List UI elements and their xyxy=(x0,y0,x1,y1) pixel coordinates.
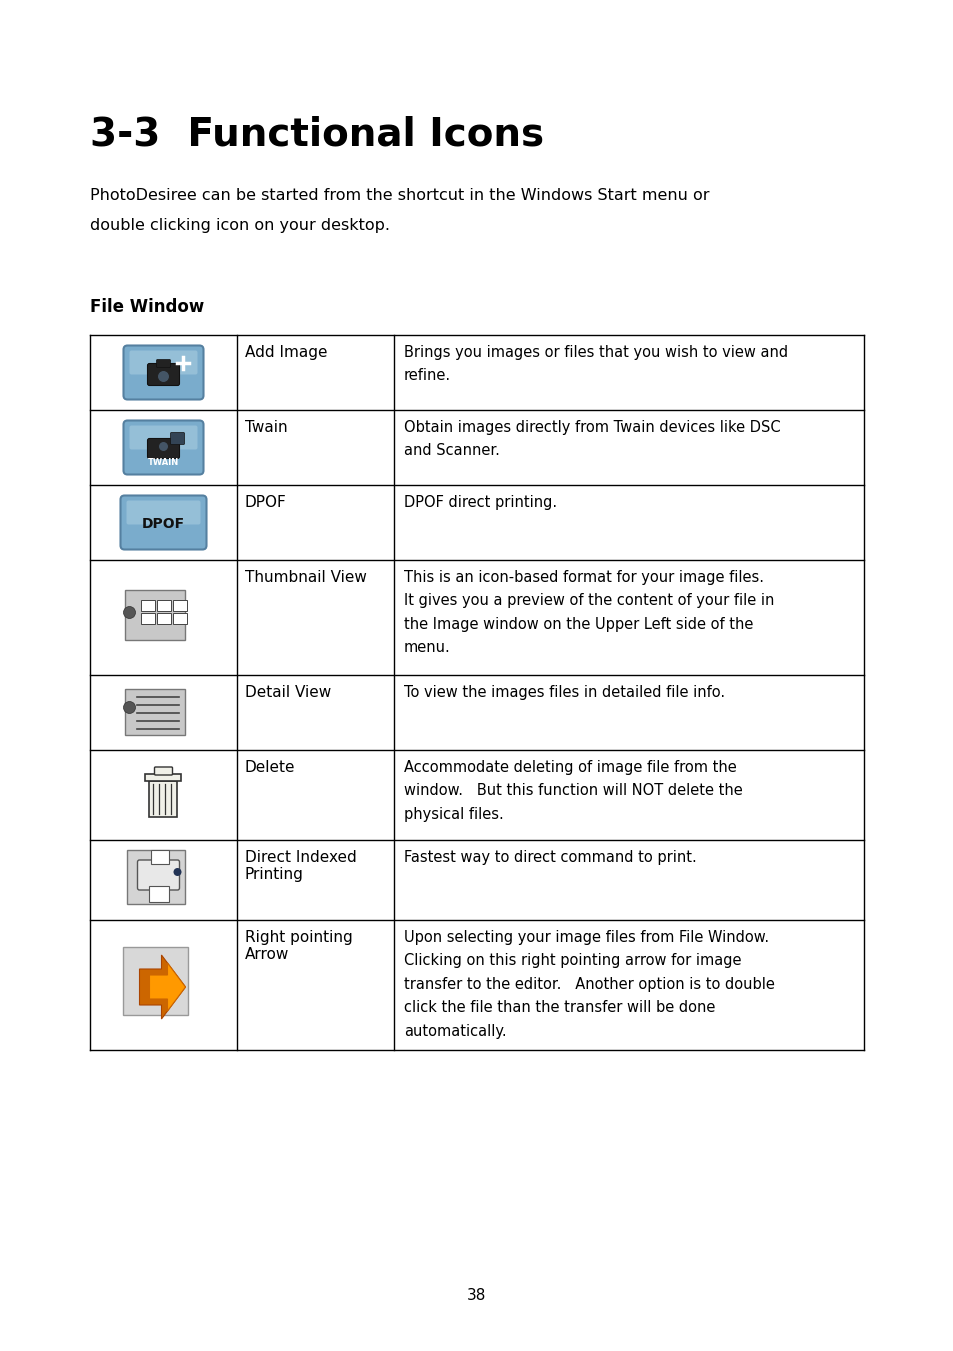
FancyBboxPatch shape xyxy=(173,600,188,611)
Text: PhotoDesiree can be started from the shortcut in the Windows Start menu or: PhotoDesiree can be started from the sho… xyxy=(90,188,709,203)
Circle shape xyxy=(173,867,181,875)
FancyBboxPatch shape xyxy=(128,850,185,904)
Text: Detail View: Detail View xyxy=(245,685,331,700)
Text: DPOF: DPOF xyxy=(142,516,185,531)
FancyBboxPatch shape xyxy=(148,439,179,458)
Text: 38: 38 xyxy=(467,1289,486,1304)
FancyBboxPatch shape xyxy=(130,350,197,374)
FancyBboxPatch shape xyxy=(126,689,185,735)
Polygon shape xyxy=(139,955,185,1019)
Text: Accommodate deleting of image file from the
window.   But this function will NOT: Accommodate deleting of image file from … xyxy=(403,761,742,821)
Text: Thumbnail View: Thumbnail View xyxy=(245,570,367,585)
Text: DPOF direct printing.: DPOF direct printing. xyxy=(403,494,557,509)
Text: To view the images files in detailed file info.: To view the images files in detailed fil… xyxy=(403,685,724,700)
Text: Brings you images or files that you wish to view and
refine.: Brings you images or files that you wish… xyxy=(403,345,787,384)
Circle shape xyxy=(123,701,135,713)
Text: Twain: Twain xyxy=(245,420,287,435)
Text: Fastest way to direct command to print.: Fastest way to direct command to print. xyxy=(403,850,696,865)
Text: 3-3  Functional Icons: 3-3 Functional Icons xyxy=(90,115,543,153)
Text: Delete: Delete xyxy=(245,761,295,775)
FancyBboxPatch shape xyxy=(146,774,181,781)
Text: File Window: File Window xyxy=(90,299,204,316)
FancyBboxPatch shape xyxy=(173,612,188,624)
FancyBboxPatch shape xyxy=(154,767,172,775)
FancyBboxPatch shape xyxy=(150,886,170,902)
FancyBboxPatch shape xyxy=(137,861,179,890)
FancyBboxPatch shape xyxy=(141,612,155,624)
Text: DPOF: DPOF xyxy=(245,494,287,509)
Text: This is an icon-based format for your image files.
It gives you a preview of the: This is an icon-based format for your im… xyxy=(403,570,774,655)
Circle shape xyxy=(123,607,135,619)
Text: TWAIN: TWAIN xyxy=(148,458,179,467)
FancyBboxPatch shape xyxy=(126,589,185,639)
FancyBboxPatch shape xyxy=(123,420,203,474)
FancyBboxPatch shape xyxy=(156,359,171,367)
Text: Obtain images directly from Twain devices like DSC
and Scanner.: Obtain images directly from Twain device… xyxy=(403,420,780,458)
Circle shape xyxy=(158,442,169,451)
Polygon shape xyxy=(150,963,185,1011)
Text: double clicking icon on your desktop.: double clicking icon on your desktop. xyxy=(90,218,390,232)
FancyBboxPatch shape xyxy=(123,947,189,1015)
Text: Upon selecting your image files from File Window.
Clicking on this right pointin: Upon selecting your image files from Fil… xyxy=(403,929,774,1039)
FancyBboxPatch shape xyxy=(141,600,155,611)
FancyBboxPatch shape xyxy=(120,496,206,550)
FancyBboxPatch shape xyxy=(127,500,200,524)
FancyBboxPatch shape xyxy=(152,850,170,865)
Text: Direct Indexed
Printing: Direct Indexed Printing xyxy=(245,850,356,882)
Text: Right pointing
Arrow: Right pointing Arrow xyxy=(245,929,353,962)
Text: Add Image: Add Image xyxy=(245,345,327,359)
FancyBboxPatch shape xyxy=(171,432,184,444)
Circle shape xyxy=(157,370,170,382)
FancyBboxPatch shape xyxy=(123,346,203,400)
FancyBboxPatch shape xyxy=(157,612,172,624)
FancyBboxPatch shape xyxy=(148,363,179,385)
FancyBboxPatch shape xyxy=(157,600,172,611)
FancyBboxPatch shape xyxy=(130,426,197,450)
FancyBboxPatch shape xyxy=(150,781,177,817)
